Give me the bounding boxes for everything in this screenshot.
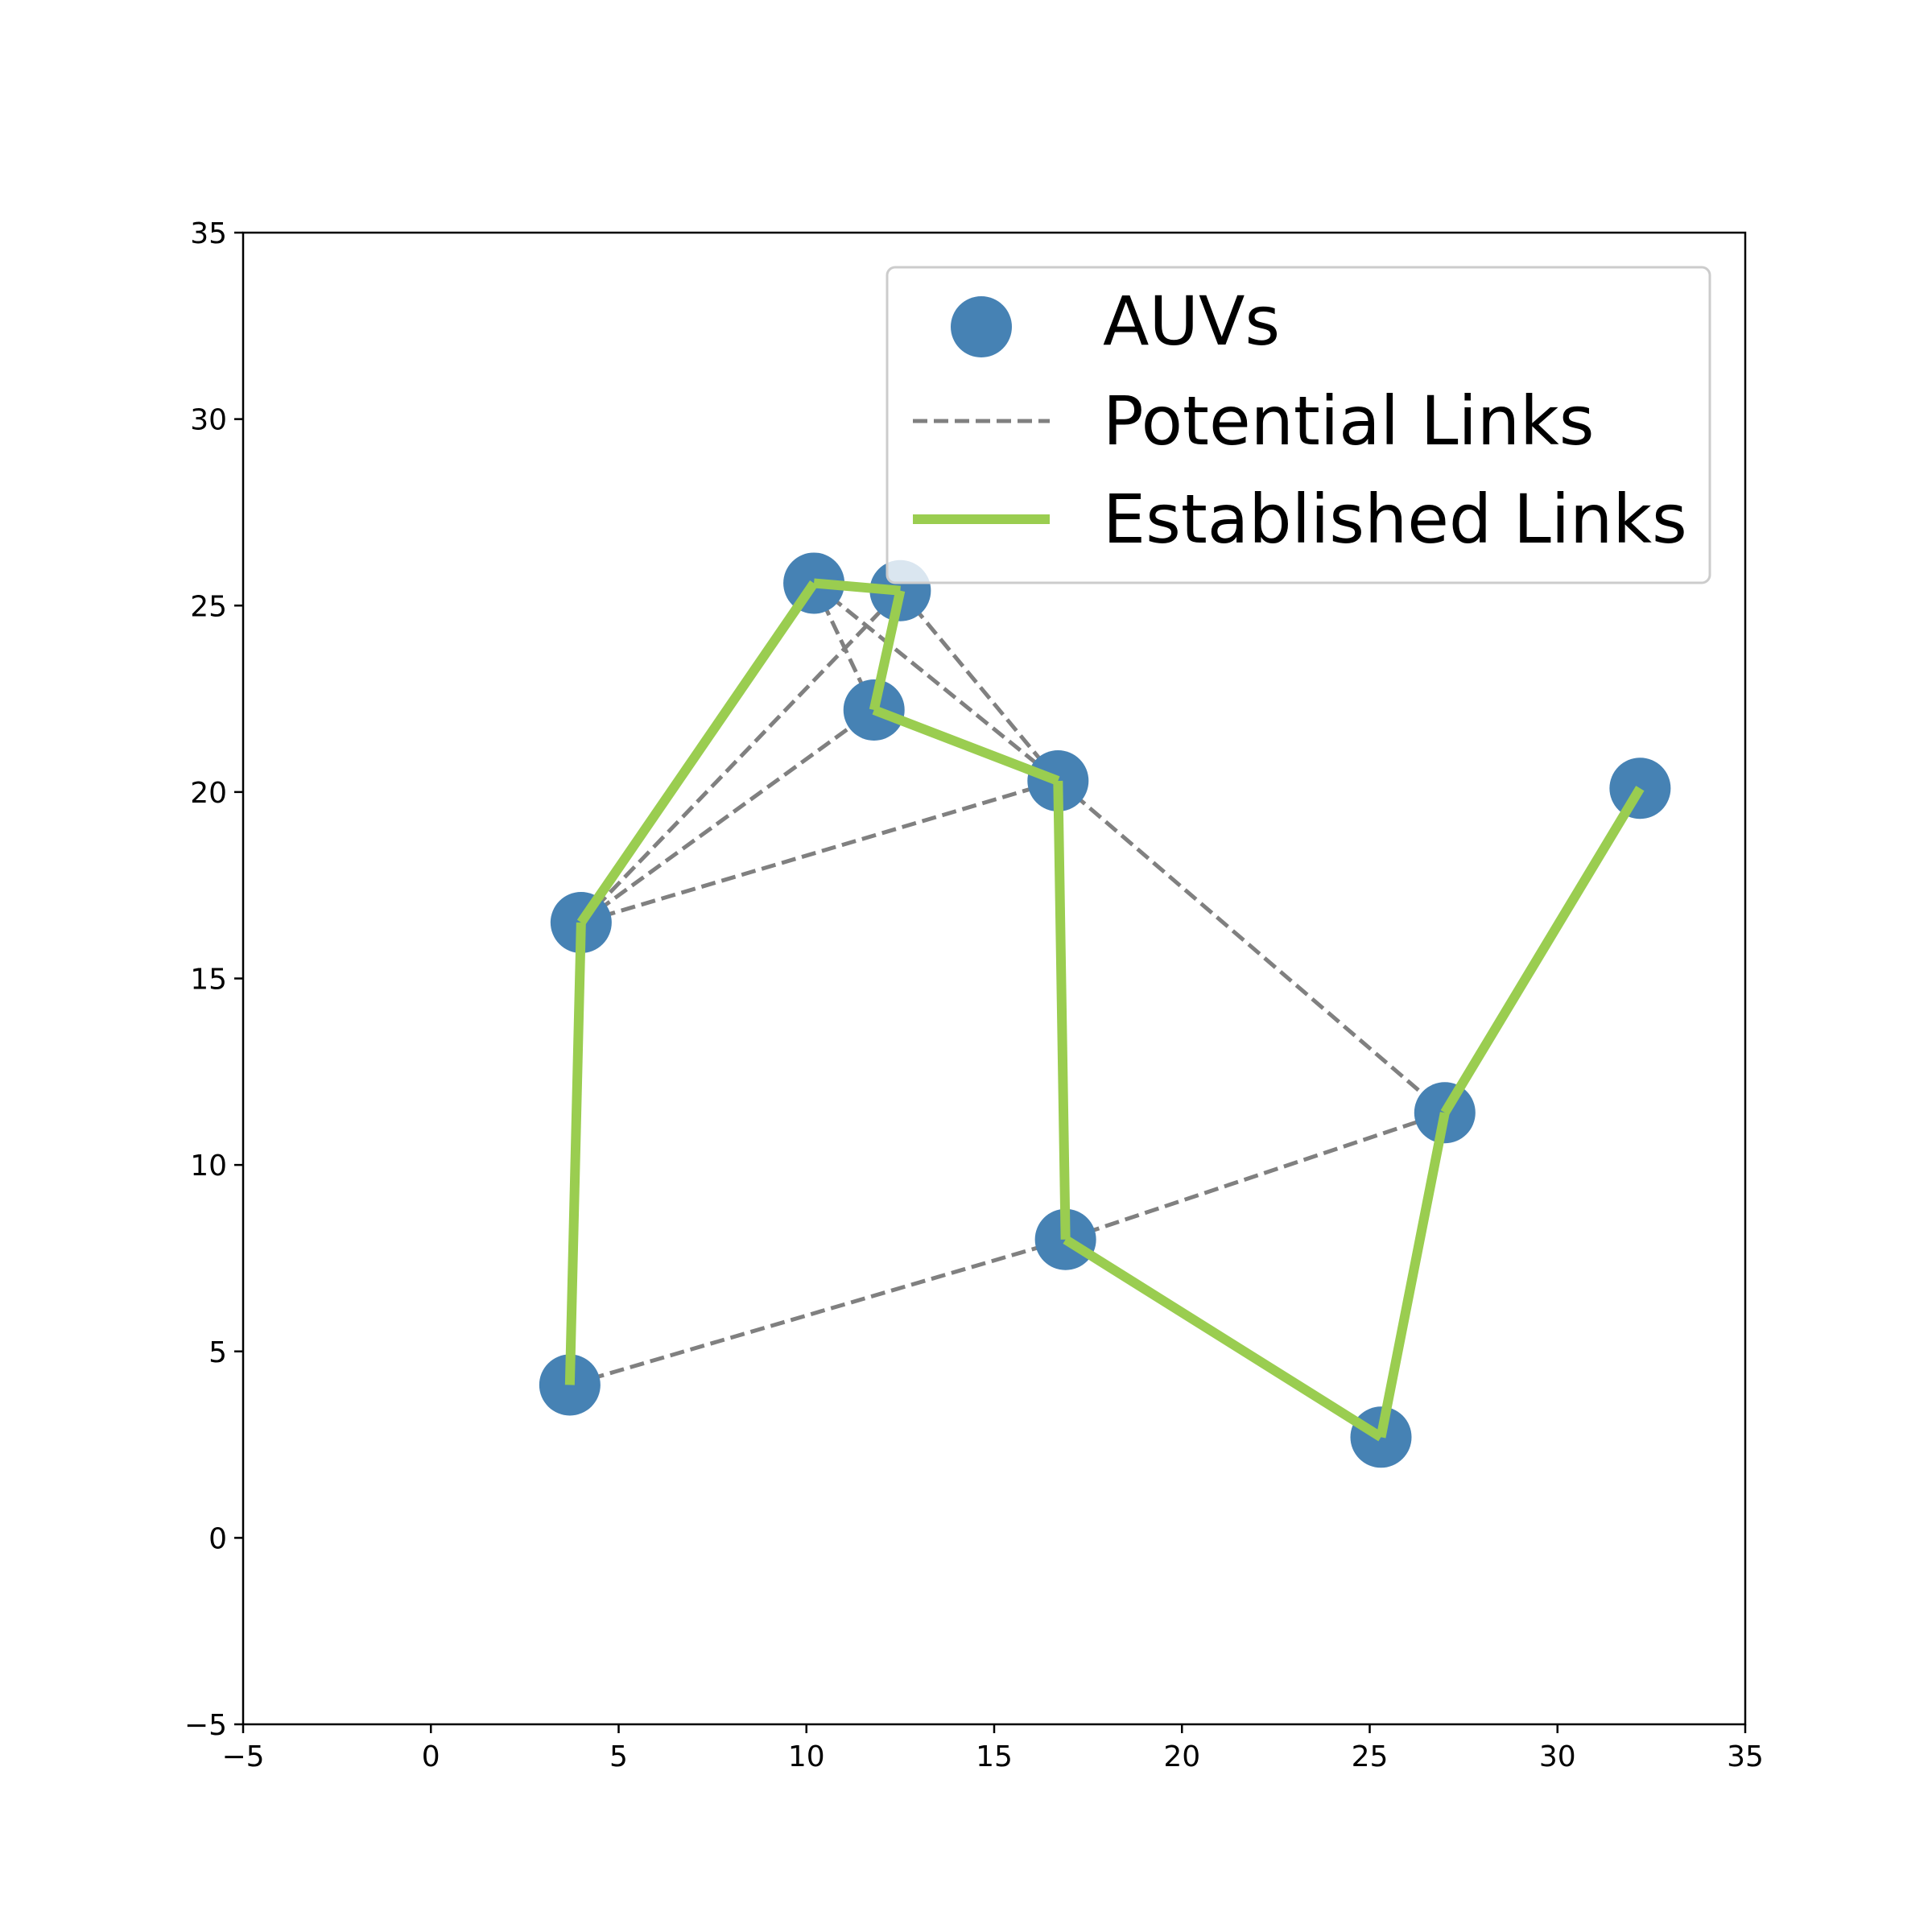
potential-link	[580, 588, 902, 924]
legend-box	[886, 266, 1711, 584]
y-tick-label: 20	[190, 777, 227, 810]
established-link	[576, 580, 819, 926]
legend-label-established-links: Established Links	[1103, 480, 1687, 559]
x-tick-label: 30	[1539, 1740, 1576, 1773]
potential-link	[580, 708, 876, 925]
established-link	[813, 578, 901, 596]
auv-points-layer	[539, 552, 1671, 1468]
x-tick-label: 15	[976, 1740, 1013, 1773]
x-tick-label: 5	[609, 1740, 628, 1773]
y-tick-label: 0	[208, 1522, 227, 1555]
potential-link	[569, 1237, 1067, 1387]
x-tick-label: 0	[422, 1740, 440, 1773]
x-tick-label: 35	[1727, 1740, 1764, 1773]
established-link	[1053, 780, 1071, 1240]
potential-link	[812, 581, 1059, 782]
legend-label-auvs: AUVs	[1103, 282, 1280, 361]
established-link	[1376, 1112, 1450, 1439]
x-tick-label: 10	[788, 1740, 825, 1773]
y-tick-label: 25	[190, 590, 227, 623]
established-link	[869, 589, 906, 712]
x-tick-label: 20	[1163, 1740, 1200, 1773]
established-link	[1063, 1235, 1384, 1442]
legend-label-potential-links: Potential Links	[1103, 382, 1594, 460]
plot-frame	[242, 231, 1747, 1726]
potential-link	[1056, 779, 1447, 1115]
x-tick-label: 25	[1352, 1740, 1389, 1773]
y-tick-label: 5	[208, 1336, 227, 1369]
x-axis-ticks: −5 0 5 10 15 20 25 30 35	[221, 1724, 1764, 1773]
established-link	[564, 922, 586, 1385]
legend: AUVs Potential Links Established Links	[886, 266, 1711, 584]
y-tick-label: 35	[190, 217, 227, 250]
y-tick-label: 30	[190, 404, 227, 437]
x-tick-label: −5	[221, 1740, 264, 1773]
y-tick-label: 10	[190, 1150, 227, 1183]
established-link	[1440, 786, 1645, 1116]
y-tick-label: 15	[190, 964, 227, 997]
potential-link	[1064, 1110, 1446, 1242]
established-link	[872, 705, 1060, 786]
legend-auv-marker	[951, 296, 1012, 357]
established-links-layer	[564, 578, 1645, 1442]
y-tick-label: −5	[184, 1709, 227, 1742]
y-axis-ticks: −5 0 5 10 15 20 25 30 35	[184, 217, 243, 1742]
